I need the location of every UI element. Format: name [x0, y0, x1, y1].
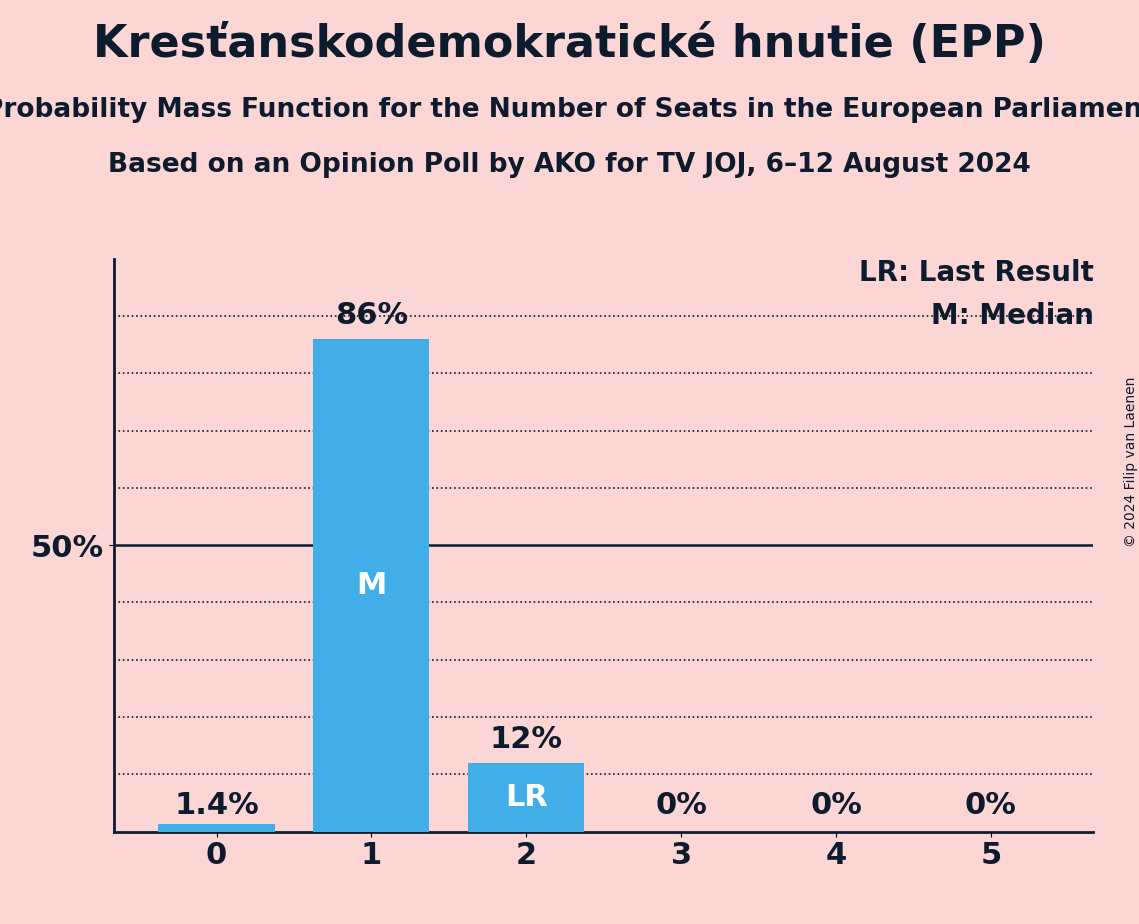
- Bar: [313, 339, 429, 832]
- Text: 0%: 0%: [965, 791, 1017, 821]
- Bar: [468, 763, 584, 832]
- Text: 1.4%: 1.4%: [174, 791, 259, 821]
- Text: 12%: 12%: [490, 725, 563, 754]
- Text: LR: Last Result: LR: Last Result: [859, 259, 1093, 286]
- Text: © 2024 Filip van Laenen: © 2024 Filip van Laenen: [1124, 377, 1138, 547]
- Text: M: Median: M: Median: [931, 301, 1093, 330]
- Text: 86%: 86%: [335, 301, 408, 331]
- Text: M: M: [357, 571, 386, 600]
- Text: LR: LR: [505, 783, 548, 811]
- Text: Based on an Opinion Poll by AKO for TV JOJ, 6–12 August 2024: Based on an Opinion Poll by AKO for TV J…: [108, 152, 1031, 178]
- Text: Probability Mass Function for the Number of Seats in the European Parliament: Probability Mass Function for the Number…: [0, 97, 1139, 123]
- Text: 0%: 0%: [655, 791, 707, 821]
- Text: Kresťanskodemokratické hnutie (EPP): Kresťanskodemokratické hnutie (EPP): [93, 23, 1046, 67]
- Bar: [158, 823, 274, 832]
- Text: 0%: 0%: [810, 791, 862, 821]
